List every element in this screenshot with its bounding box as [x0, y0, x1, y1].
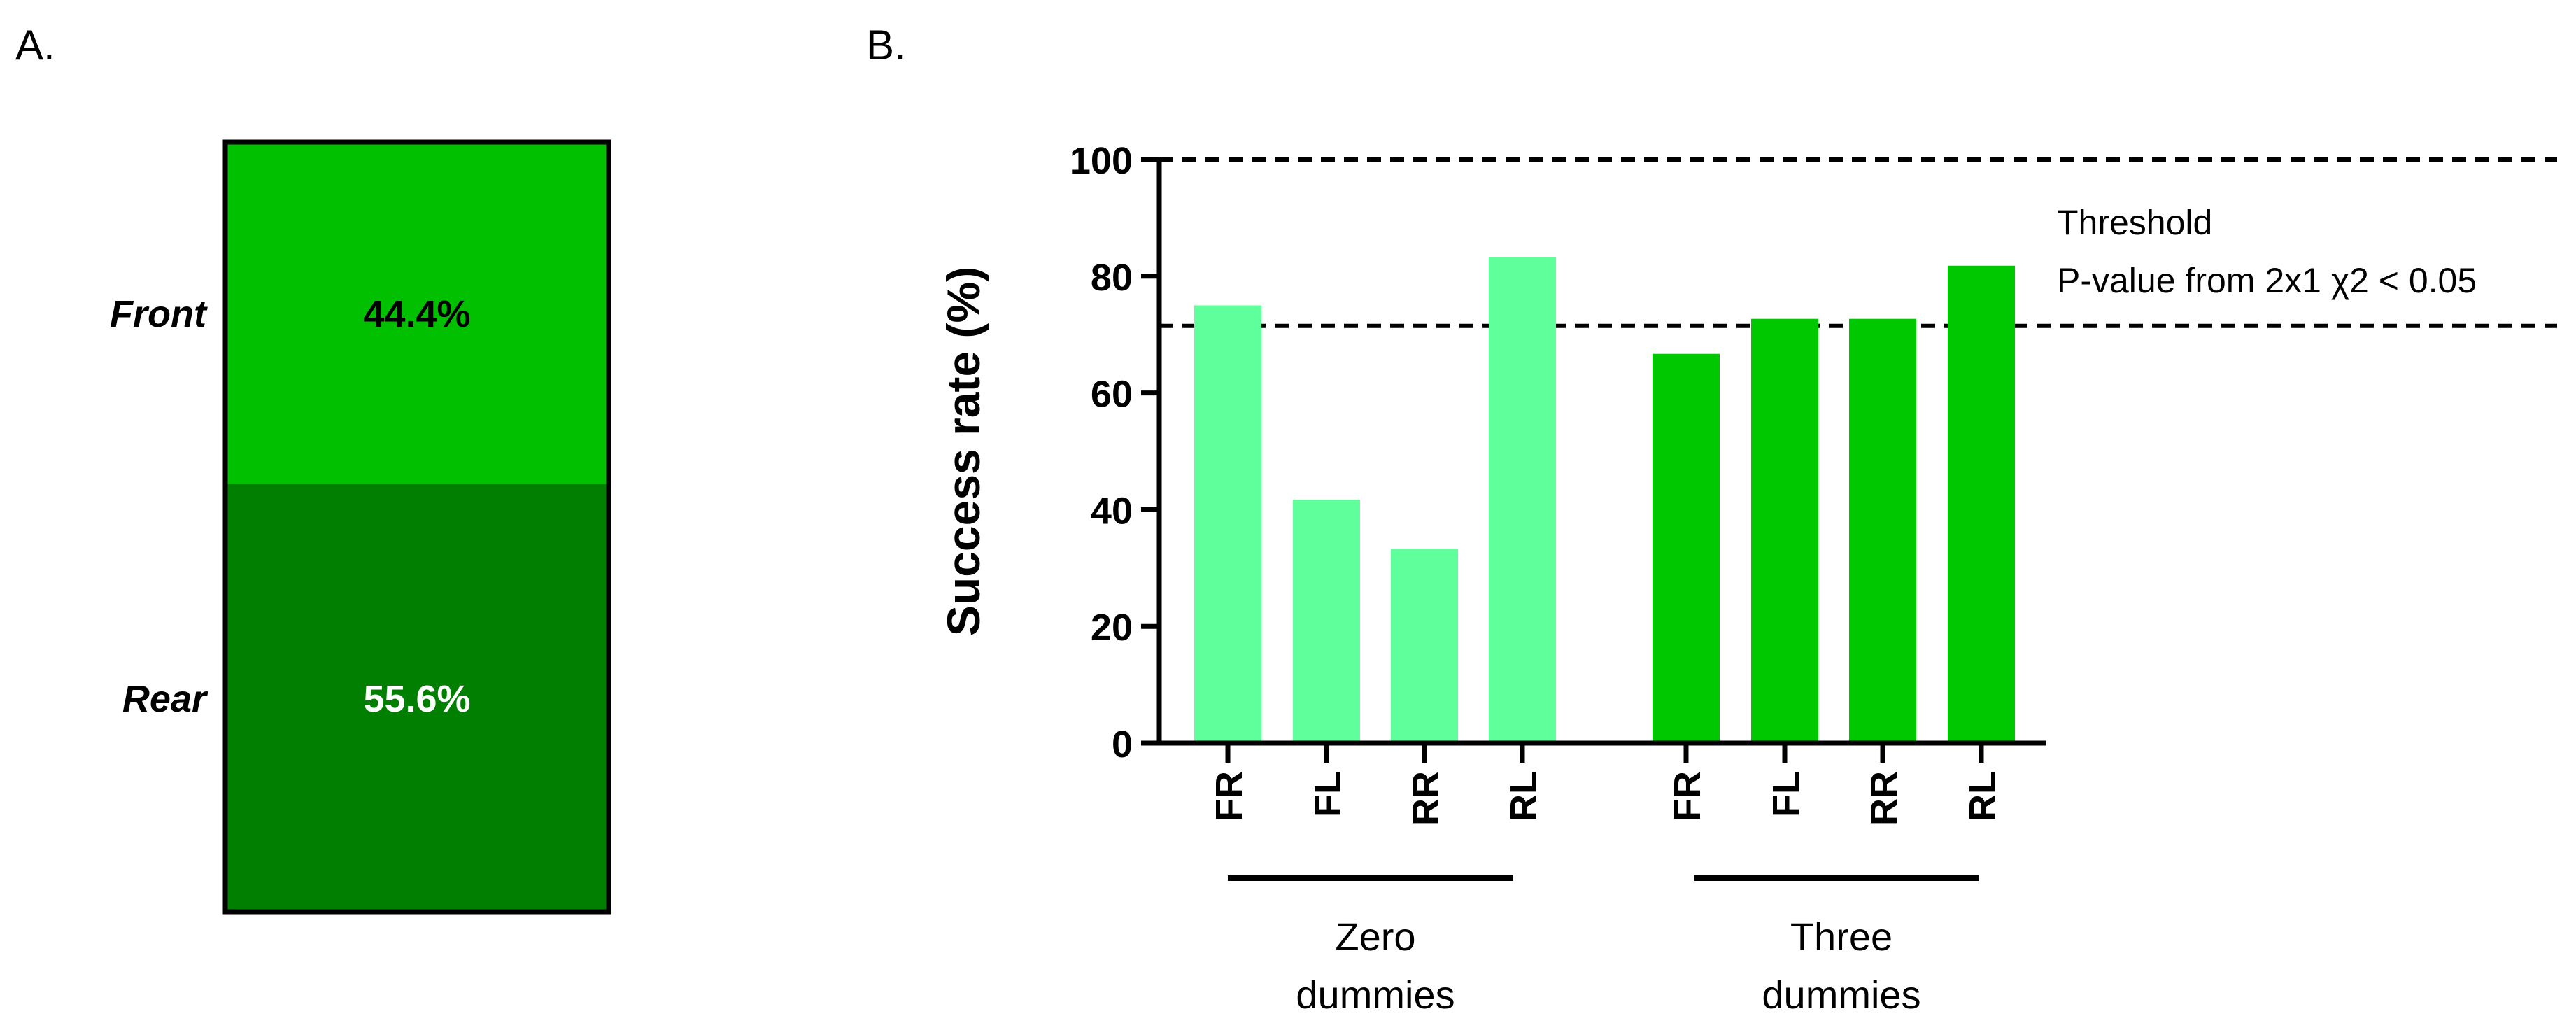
group-label-line1: Zero — [1335, 915, 1415, 959]
segment-value-label: 55.6% — [363, 678, 470, 720]
bar-three-fl — [1751, 318, 1818, 743]
y-tick-label: 100 — [1070, 140, 1133, 182]
group-label-line2: dummies — [1762, 973, 1920, 1017]
segment-name-label: Front — [110, 293, 208, 335]
segment-front — [225, 142, 609, 484]
y-tick-label: 0 — [1112, 724, 1133, 766]
x-tick-label: FL — [1307, 771, 1349, 817]
bar-zero-rl — [1489, 257, 1556, 743]
segment-name-label: Rear — [122, 678, 208, 720]
group-label-line2: dummies — [1296, 973, 1455, 1017]
bar-three-rl — [1948, 265, 2015, 744]
bar-zero-rr — [1391, 549, 1458, 743]
threshold-annotation-detail: P-value from 2x1 χ2 < 0.05 — [2057, 261, 2477, 300]
stacked-bar-border — [222, 139, 611, 915]
y-tick-label: 40 — [1091, 490, 1133, 532]
x-tick-label: RR — [1863, 771, 1905, 826]
x-tick-label: FL — [1765, 771, 1807, 817]
bar-zero-fr — [1194, 305, 1261, 743]
panel-a-stacked-bar: 44.4% Front 55.6% Rear — [110, 139, 611, 915]
y-tick-label: 20 — [1091, 607, 1133, 649]
bar-zero-fl — [1293, 500, 1360, 743]
bar-three-rr — [1849, 318, 1916, 743]
threshold-annotation-title: Threshold — [2057, 203, 2212, 242]
x-tick-label: RL — [1962, 771, 2004, 821]
panel-a-label: A. — [15, 22, 55, 69]
panel-b-label: B. — [866, 22, 906, 69]
x-tick-label: RR — [1405, 771, 1447, 826]
bar-three-fr — [1653, 353, 1720, 743]
x-tick-label: FR — [1208, 771, 1250, 821]
x-tick-label: RL — [1503, 771, 1545, 821]
y-tick-label: 80 — [1091, 257, 1133, 299]
segment-rear — [225, 484, 609, 912]
y-tick-label: 60 — [1091, 374, 1133, 416]
segment-value-label: 44.4% — [363, 293, 470, 335]
group-label-line1: Three — [1790, 915, 1892, 959]
x-tick-label: FR — [1666, 771, 1708, 821]
y-axis-title: Success rate (%) — [937, 267, 989, 636]
panel-b-bar-chart: 0 20 40 60 80 100 Success rate (%) FR FL RR RL FR FL… — [937, 140, 2557, 1017]
